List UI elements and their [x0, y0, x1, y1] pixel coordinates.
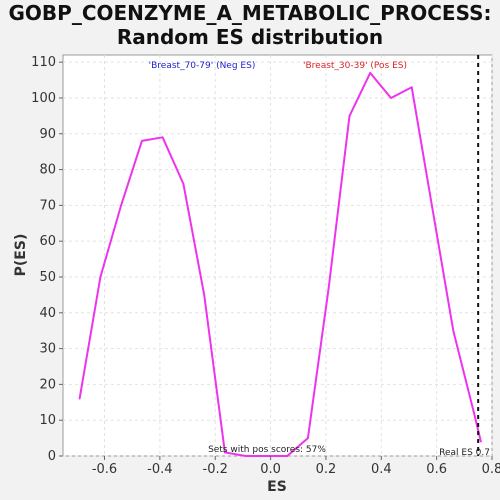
- data-point: [78, 397, 81, 400]
- data-point: [431, 208, 434, 210]
- data-point: [452, 329, 455, 332]
- x-tick-label: -0.4: [147, 462, 172, 477]
- y-tick-label: 30: [39, 342, 56, 357]
- y-tick-label: 50: [39, 270, 56, 285]
- plot-background: [62, 54, 493, 457]
- x-tick-label: 0.6: [426, 462, 447, 477]
- data-point: [244, 455, 247, 457]
- chart-title-line2: Random ES distribution: [117, 25, 383, 49]
- data-point: [161, 136, 164, 139]
- series-layer: [78, 71, 482, 457]
- x-tick-label: 0.4: [371, 462, 392, 477]
- y-tick-label: 20: [39, 377, 56, 392]
- y-tick-label: 80: [39, 163, 56, 178]
- data-point: [327, 286, 330, 289]
- data-point: [390, 97, 392, 99]
- y-tick-label: 70: [39, 198, 56, 213]
- y-tick-label: 10: [39, 413, 56, 428]
- y-tick-label: 100: [31, 91, 56, 106]
- x-tick-label: 0.0: [260, 462, 281, 477]
- y-axis-ticks: 0 10 20 30 40 50 60 70 80 90 100 110: [31, 55, 63, 464]
- x-tick-label: -0.6: [92, 462, 117, 477]
- data-point: [369, 72, 372, 74]
- chart-title-line1: GOBP_COENZYME_A_METABOLIC_PROCESS:: [9, 1, 492, 25]
- data-point: [307, 437, 309, 439]
- y-tick-label: 110: [31, 55, 56, 70]
- x-gridlines: [104, 55, 493, 456]
- data-point: [141, 140, 143, 142]
- x-tick-label: -0.2: [203, 462, 228, 477]
- data-point: [348, 115, 351, 117]
- data-point: [99, 276, 102, 278]
- y-axis-label: P(ES): [13, 234, 29, 277]
- y-tick-label: 40: [39, 306, 56, 321]
- data-point: [224, 451, 226, 454]
- pos-scores-note: Sets with pos scores: 57%: [208, 445, 326, 455]
- real-es-label: Real ES 0.7: [439, 448, 490, 458]
- y-tick-label: 90: [39, 127, 56, 142]
- legend-pos-es: 'Breast_30-39' (Pos ES): [303, 61, 407, 71]
- legend-neg-es: 'Breast_70-79' (Neg ES): [149, 61, 256, 71]
- data-point: [286, 455, 288, 457]
- data-point: [265, 455, 268, 457]
- x-tick-label: 0.2: [316, 462, 337, 477]
- y-tick-label: 60: [39, 234, 56, 249]
- data-point: [480, 440, 482, 443]
- plot-area: [62, 54, 493, 457]
- x-axis-label: ES: [267, 479, 287, 495]
- data-point: [120, 204, 122, 207]
- y-tick-label: 0: [48, 449, 56, 464]
- data-point: [410, 86, 413, 89]
- data-point: [203, 294, 205, 296]
- data-point: [182, 183, 185, 185]
- data-point: [473, 412, 475, 414]
- x-tick-label: 0.8: [482, 462, 500, 477]
- x-axis-ticks: -0.6 -0.4 -0.2 0.0 0.2 0.4 0.6 0.8: [92, 456, 500, 477]
